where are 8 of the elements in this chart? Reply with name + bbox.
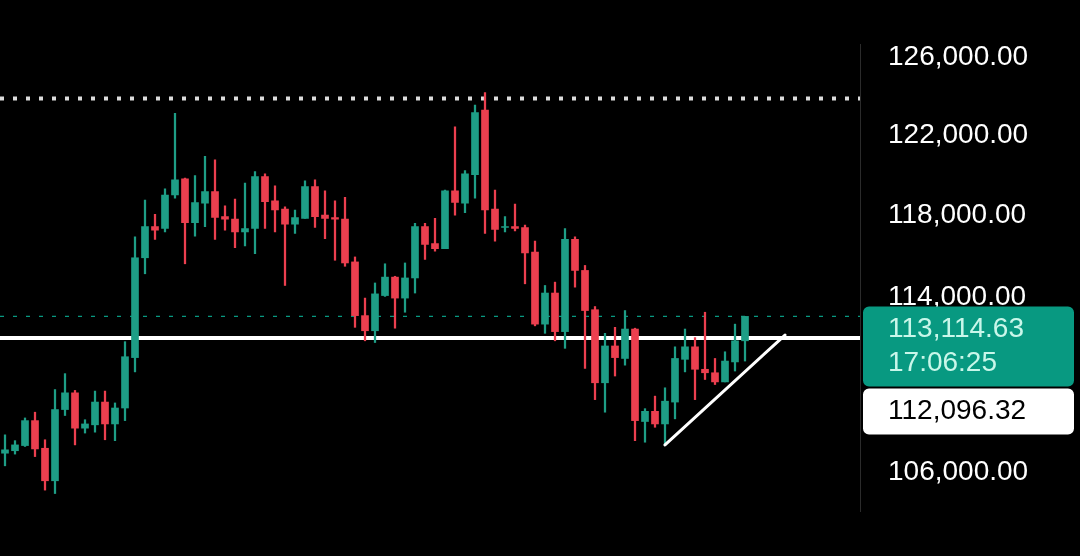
text: 17:06:25 xyxy=(888,346,997,378)
y-tick-label: 122,000.00 xyxy=(888,117,1029,149)
y-tick-label: 126,000.00 xyxy=(888,40,1029,72)
ref-line-label: 113,114.63 xyxy=(888,312,1024,344)
y-tick-label: 106,000.00 xyxy=(888,455,1029,487)
ref-line-label: 112,096.32 xyxy=(888,394,1027,426)
y-tick-label: 118,000.00 xyxy=(888,197,1027,229)
y-tick-label: 114,000.00 xyxy=(888,280,1027,312)
